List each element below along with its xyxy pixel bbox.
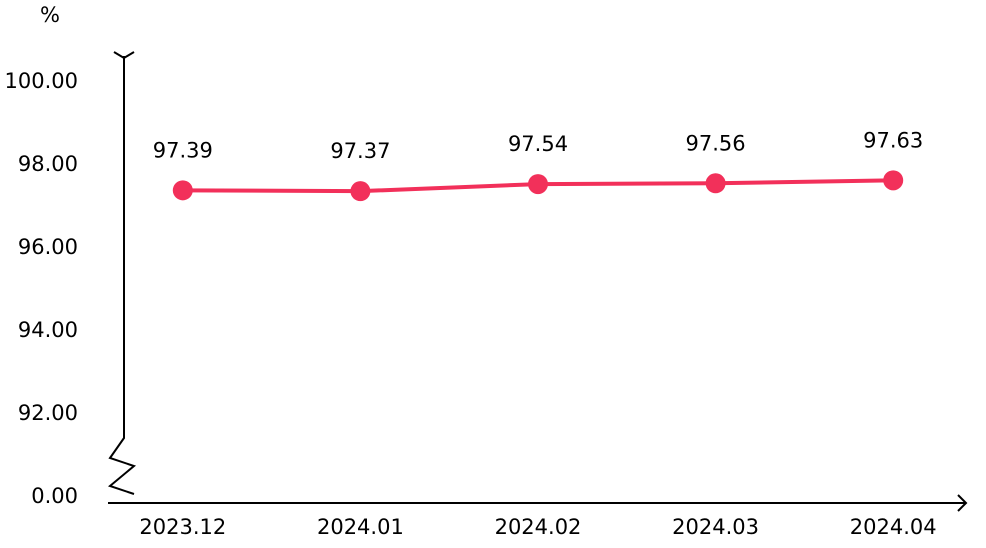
x-tick-label: 2024.04: [850, 515, 937, 539]
y-tick-label: 94.00: [18, 318, 78, 342]
y-axis-label: %: [40, 3, 60, 27]
y-tick-label: 100.00: [5, 69, 78, 93]
y-tick-label: 0.00: [31, 484, 78, 508]
y-tick-label: 98.00: [18, 152, 78, 176]
point: [705, 173, 726, 194]
point: [172, 180, 193, 201]
data-label: 97.37: [330, 139, 390, 163]
data-label: 97.56: [686, 131, 746, 155]
y-axis: [107, 58, 137, 495]
point: [883, 170, 904, 191]
data-label: 97.63: [863, 128, 923, 152]
y-tick-label: 96.00: [18, 235, 78, 259]
y-tick-label: 92.00: [18, 401, 78, 425]
y-arrow: [113, 51, 135, 60]
data-label: 97.54: [508, 132, 568, 156]
point: [350, 181, 371, 202]
x-tick-label: 2024.02: [495, 515, 582, 539]
data-label: 97.39: [153, 138, 213, 162]
x-tick-label: 2024.03: [672, 515, 759, 539]
x-tick-label: 2023.12: [139, 515, 226, 539]
x-tick-label: 2024.01: [317, 515, 404, 539]
x-axis: [108, 494, 968, 512]
point: [528, 174, 548, 195]
